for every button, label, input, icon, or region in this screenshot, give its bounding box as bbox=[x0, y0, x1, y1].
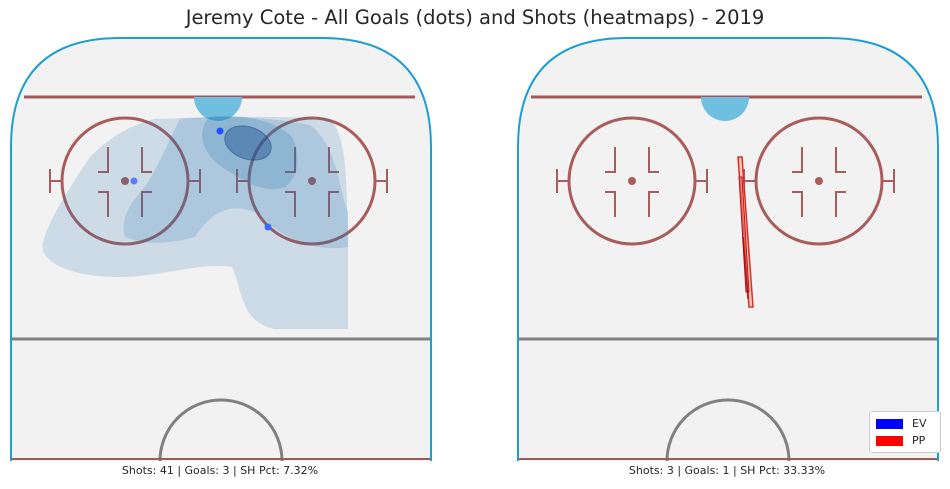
hash-marks bbox=[49, 147, 388, 217]
faceoff-dot-left bbox=[628, 177, 636, 185]
goal-dot bbox=[216, 127, 224, 135]
legend-label-ev: EV bbox=[912, 417, 927, 430]
faceoff-dot-right bbox=[815, 177, 823, 185]
center-circle bbox=[665, 398, 791, 461]
boards bbox=[517, 37, 939, 461]
goal-dot bbox=[130, 177, 138, 185]
chart-title: Jeremy Cote - All Goals (dots) and Shots… bbox=[185, 6, 765, 29]
density-level-3 bbox=[742, 236, 749, 300]
caption-left: Shots: 41 | Goals: 3 | SH Pct: 7.32% bbox=[121, 464, 319, 477]
rink-markings bbox=[11, 95, 431, 461]
legend-swatch-pp bbox=[876, 436, 903, 446]
shot-heatmap-pp bbox=[737, 156, 754, 308]
goal-dots-ev bbox=[130, 127, 272, 231]
density-level-4 bbox=[224, 125, 272, 161]
faceoff-dot-left bbox=[121, 177, 129, 185]
legend-swatch-ev bbox=[876, 419, 903, 429]
density-level-2 bbox=[123, 117, 348, 249]
goal-dot bbox=[264, 223, 272, 231]
rink-right bbox=[517, 37, 939, 461]
goal-crease bbox=[701, 97, 749, 121]
shot-heatmap-ev bbox=[42, 115, 348, 329]
goal-crease bbox=[194, 97, 242, 121]
caption-right: Shots: 3 | Goals: 1 | SH Pct: 33.33% bbox=[628, 464, 826, 477]
faceoff-dot-right bbox=[308, 177, 316, 185]
rink-left bbox=[10, 37, 432, 461]
density-level-1 bbox=[42, 116, 348, 329]
legend-label-pp: PP bbox=[912, 434, 926, 447]
boards bbox=[10, 37, 432, 461]
legend: EV PP bbox=[869, 411, 941, 453]
center-circle bbox=[158, 398, 284, 461]
